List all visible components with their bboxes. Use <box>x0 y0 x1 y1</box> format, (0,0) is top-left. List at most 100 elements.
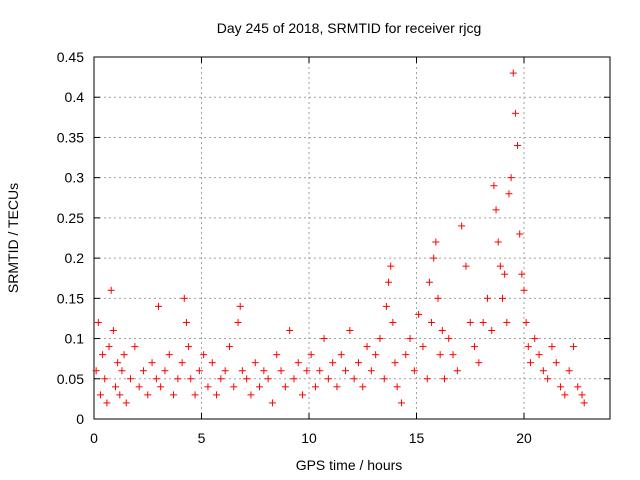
x-axis-label: GPS time / hours <box>296 457 403 473</box>
data-point <box>238 367 246 375</box>
data-point <box>92 367 100 375</box>
data-point <box>389 318 397 326</box>
data-point <box>277 367 285 375</box>
data-point <box>354 359 362 367</box>
data-point <box>333 383 341 391</box>
data-point <box>526 359 534 367</box>
data-point <box>329 359 337 367</box>
data-point <box>539 367 547 375</box>
data-point <box>425 278 433 286</box>
data-point <box>99 351 107 359</box>
data-point <box>423 375 431 383</box>
data-point <box>574 383 582 391</box>
data-point <box>488 327 496 335</box>
data-point <box>428 318 436 326</box>
data-point <box>531 335 539 343</box>
data-point <box>247 391 255 399</box>
data-point <box>268 399 276 407</box>
data-point <box>294 359 302 367</box>
data-point <box>148 359 156 367</box>
data-point <box>578 391 586 399</box>
y-tick-label: 0.3 <box>65 170 85 186</box>
data-point <box>458 222 466 230</box>
data-point <box>382 302 390 310</box>
data-point <box>187 375 195 383</box>
data-point <box>440 375 448 383</box>
data-point <box>561 391 569 399</box>
data-point <box>281 383 289 391</box>
data-point <box>174 375 182 383</box>
data-point <box>492 206 500 214</box>
data-point <box>393 383 401 391</box>
data-point <box>535 351 543 359</box>
data-point <box>552 359 560 367</box>
y-tick-label: 0.15 <box>57 290 84 306</box>
data-point <box>434 294 442 302</box>
data-point <box>101 375 109 383</box>
axis-ticks: 0 5 10 15 20 0 0.05 0.1 0.15 0.2 0.25 0.3 0.35 0.4 0.4… <box>57 49 610 446</box>
data-point <box>479 318 487 326</box>
data-point <box>415 310 423 318</box>
data-point <box>376 335 384 343</box>
data-point <box>286 327 294 335</box>
data-point <box>548 343 556 351</box>
data-point <box>503 318 511 326</box>
data-point <box>524 343 532 351</box>
data-point <box>342 367 350 375</box>
data-point <box>103 399 111 407</box>
data-point <box>522 318 530 326</box>
data-point <box>112 383 119 391</box>
data-point <box>135 383 143 391</box>
data-point <box>516 230 524 238</box>
data-point <box>256 383 264 391</box>
data-point <box>96 391 104 399</box>
data-point <box>316 367 324 375</box>
data-point <box>490 182 498 190</box>
data-point <box>380 375 388 383</box>
data-point <box>303 367 311 375</box>
data-point <box>445 335 453 343</box>
x-tick-label: 15 <box>409 430 425 446</box>
data-point <box>372 351 380 359</box>
data-point <box>217 375 225 383</box>
data-point <box>494 238 502 246</box>
data-point <box>114 359 122 367</box>
data-point <box>144 391 152 399</box>
data-point <box>170 391 178 399</box>
data-point <box>466 318 474 326</box>
data-point <box>430 254 438 262</box>
data-point <box>208 359 216 367</box>
data-point <box>260 367 268 375</box>
data-point <box>165 351 173 359</box>
data-point <box>139 367 147 375</box>
data-point <box>107 286 115 294</box>
y-tick-label: 0.4 <box>65 89 85 105</box>
data-point <box>200 351 208 359</box>
grid <box>94 57 610 419</box>
data-point <box>359 383 367 391</box>
data-point <box>157 383 165 391</box>
data-point <box>324 375 332 383</box>
data-point <box>251 359 259 367</box>
data-point <box>236 302 244 310</box>
data-point <box>397 399 405 407</box>
x-tick-label: 10 <box>301 430 317 446</box>
data-point <box>569 343 577 351</box>
data-point <box>391 359 399 367</box>
data-point <box>350 375 358 383</box>
data-point <box>363 343 371 351</box>
data-point <box>511 109 519 117</box>
data-point <box>520 286 528 294</box>
data-point <box>225 343 233 351</box>
data-point <box>544 375 552 383</box>
data-point <box>109 327 117 335</box>
data-point <box>419 343 427 351</box>
data-point <box>178 359 186 367</box>
y-tick-label: 0.45 <box>57 49 84 65</box>
data-point <box>213 391 221 399</box>
data-point <box>518 270 526 278</box>
data-point <box>496 262 504 270</box>
data-point <box>155 302 162 310</box>
data-point <box>367 367 375 375</box>
data-point <box>387 262 395 270</box>
